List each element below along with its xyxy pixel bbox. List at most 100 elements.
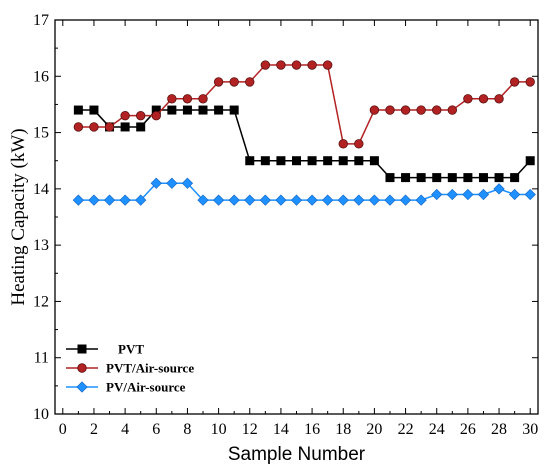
data-point [120, 122, 130, 132]
data-point [89, 105, 99, 115]
axes: 0 2 4 6 8 10 12 14 16 18 20 22 24 26 28 301011121314151… [33, 12, 539, 438]
x-tick-label: 24 [429, 421, 445, 438]
data-point [120, 110, 130, 121]
data-point [368, 194, 381, 206]
y-tick-label: 15 [33, 125, 49, 142]
data-point [354, 139, 364, 149]
data-point [494, 94, 504, 104]
x-tick-label: 8 [183, 421, 191, 438]
data-point [306, 194, 318, 206]
data-point [509, 188, 521, 201]
x-tick-label: 18 [335, 421, 351, 438]
y-axis-title: Heating Capacity (kW) [8, 128, 29, 305]
y-tick-label: 10 [33, 406, 49, 423]
legend-swatch-marker [76, 381, 88, 393]
series-layer [72, 60, 536, 206]
data-point [229, 105, 239, 115]
series-pvt [73, 105, 535, 183]
data-point [89, 122, 99, 132]
legend-label: PV/Air-source [106, 380, 186, 395]
legend-item: PV/Air-source [66, 380, 186, 395]
data-point [478, 173, 488, 183]
x-tick-label: 30 [522, 421, 538, 438]
data-point [525, 77, 535, 87]
data-point [276, 156, 286, 166]
x-tick-label: 26 [460, 421, 476, 438]
x-tick-label: 12 [242, 421, 258, 438]
data-point [385, 173, 395, 183]
data-point [416, 173, 426, 183]
data-point [353, 194, 365, 206]
data-point [245, 156, 255, 166]
y-tick-label: 16 [33, 68, 49, 85]
data-point [167, 94, 177, 104]
legend-label: PVT [118, 342, 144, 357]
x-tick-label: 6 [152, 421, 160, 438]
data-point [167, 105, 177, 115]
data-point [245, 77, 255, 87]
y-tick-label: 13 [33, 237, 49, 254]
data-point [401, 173, 411, 183]
data-point [290, 194, 303, 206]
x-tick-label: 22 [398, 421, 414, 438]
data-point [510, 173, 520, 183]
data-point [323, 156, 333, 166]
data-point [463, 173, 473, 183]
legend-swatch-marker [77, 363, 87, 373]
data-point [385, 105, 395, 115]
data-point [151, 110, 161, 121]
x-tick-label: 20 [366, 421, 382, 438]
data-point [198, 105, 208, 115]
data-point [431, 188, 443, 201]
data-point [229, 77, 239, 87]
legend-item: PVT [66, 342, 144, 357]
data-point [276, 60, 286, 70]
data-point [72, 194, 84, 206]
data-point [477, 188, 490, 201]
data-point [260, 156, 270, 166]
data-point [244, 194, 256, 206]
data-point [135, 194, 147, 206]
data-point [337, 194, 349, 206]
y-tick-label: 14 [33, 181, 49, 198]
data-point [136, 122, 146, 132]
data-point [524, 188, 536, 201]
data-point [135, 110, 146, 121]
x-tick-label: 2 [90, 421, 98, 438]
data-point [338, 156, 348, 166]
data-point [260, 60, 271, 70]
data-point [198, 94, 208, 104]
data-point [322, 60, 333, 70]
data-point [214, 105, 224, 115]
data-point [432, 105, 442, 115]
data-point [494, 173, 504, 183]
legend-item: PVT/Air-source [66, 361, 194, 376]
x-tick-label: 0 [59, 421, 67, 438]
data-point [478, 94, 489, 104]
data-point [166, 177, 178, 189]
legend: PVT PVT/Air-source PV/Air-source [66, 342, 194, 395]
y-tick-label: 11 [34, 350, 49, 367]
data-point [525, 156, 535, 166]
data-point [228, 194, 240, 206]
data-point [73, 122, 84, 132]
data-point [307, 156, 317, 166]
data-point [88, 194, 100, 206]
data-point [73, 105, 83, 115]
data-point [462, 188, 474, 201]
data-point [212, 194, 225, 206]
data-point [369, 105, 380, 115]
x-axis-title: Sample Number [228, 444, 366, 465]
x-tick-label: 10 [211, 421, 227, 438]
data-point [463, 94, 473, 104]
data-point [369, 156, 379, 166]
data-point [384, 194, 396, 206]
x-tick-label: 14 [273, 421, 289, 438]
data-point [322, 194, 334, 206]
data-point [400, 105, 411, 115]
data-point [291, 60, 302, 70]
data-point [446, 188, 458, 201]
data-point [182, 105, 192, 115]
data-point [432, 173, 442, 183]
data-point [213, 77, 224, 87]
